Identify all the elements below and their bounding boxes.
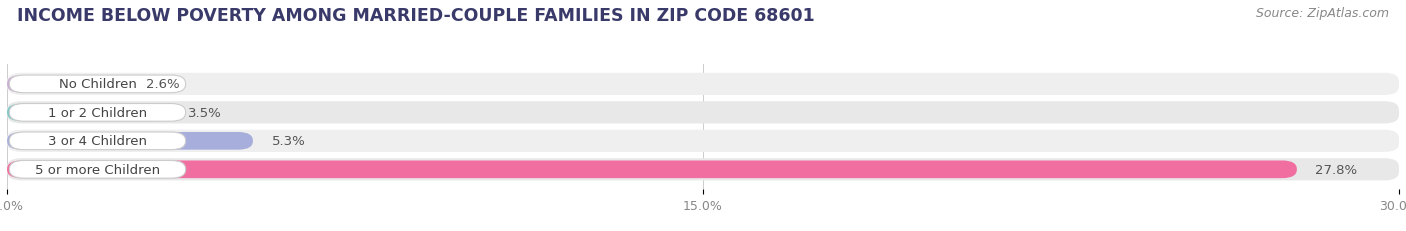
Text: 5 or more Children: 5 or more Children [35, 163, 160, 176]
Text: 2.6%: 2.6% [146, 78, 180, 91]
Text: INCOME BELOW POVERTY AMONG MARRIED-COUPLE FAMILIES IN ZIP CODE 68601: INCOME BELOW POVERTY AMONG MARRIED-COUPL… [17, 7, 814, 25]
Text: 3 or 4 Children: 3 or 4 Children [48, 135, 148, 148]
FancyBboxPatch shape [7, 76, 128, 93]
FancyBboxPatch shape [7, 158, 1399, 181]
Text: No Children: No Children [59, 78, 136, 91]
FancyBboxPatch shape [7, 130, 1399, 152]
FancyBboxPatch shape [10, 76, 186, 93]
Text: 5.3%: 5.3% [271, 135, 305, 148]
FancyBboxPatch shape [10, 132, 186, 150]
FancyBboxPatch shape [7, 102, 1399, 124]
FancyBboxPatch shape [7, 73, 1399, 96]
Text: 27.8%: 27.8% [1316, 163, 1358, 176]
FancyBboxPatch shape [10, 161, 186, 178]
Text: 1 or 2 Children: 1 or 2 Children [48, 106, 148, 119]
Text: 3.5%: 3.5% [188, 106, 222, 119]
FancyBboxPatch shape [7, 161, 1296, 178]
FancyBboxPatch shape [7, 104, 170, 122]
FancyBboxPatch shape [10, 104, 186, 122]
Text: Source: ZipAtlas.com: Source: ZipAtlas.com [1256, 7, 1389, 20]
FancyBboxPatch shape [7, 132, 253, 150]
